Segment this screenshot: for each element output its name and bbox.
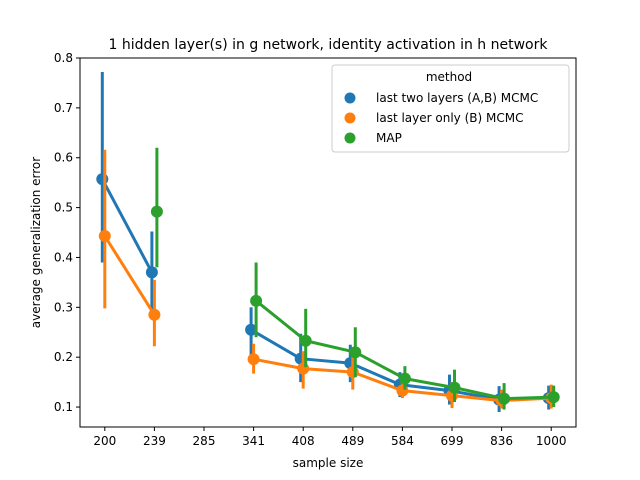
x-tick-label: 285 [193,434,216,448]
legend-label: last two layers (A,B) MCMC [376,91,538,105]
y-tick-label: 0.5 [54,201,73,215]
data-point [250,294,263,307]
data-point [96,173,109,186]
data-point [299,334,312,347]
data-point [498,392,511,405]
data-point [145,266,158,279]
data-point [148,308,161,321]
legend: method last two layers (A,B) MCMC last la… [331,64,570,153]
chart-title: 1 hidden layer(s) in g network, identity… [109,37,549,53]
data-point [247,353,260,366]
series-line [100,178,154,274]
data-point [98,230,111,243]
legend-marker [344,112,356,124]
x-tick-label: 489 [341,434,364,448]
data-point [448,381,461,394]
legend-label: last layer only (B) MCMC [376,111,523,125]
legend-entries: last two layers (A,B) MCMC last layer onl… [344,91,538,145]
legend-title: method [426,70,472,84]
y-tick-label: 0.6 [54,151,73,165]
series-2 [98,149,558,409]
legend-entry: last layer only (B) MCMC [344,111,523,125]
series-line [103,235,156,316]
legend-frame [331,64,570,153]
y-tick-label: 0.8 [54,51,73,65]
legend-label: MAP [376,131,402,145]
data-point [245,323,258,336]
legend-entry: MAP [344,131,402,145]
y-axis-label: average generalization error [29,157,43,328]
x-tick-label: 239 [143,434,166,448]
x-tick-label: 836 [490,434,513,448]
y-tick-label: 0.2 [54,350,73,364]
x-tick-label: 341 [242,434,265,448]
y-tick-label: 0.4 [54,250,73,264]
data-point [297,362,310,375]
data-point [398,372,411,385]
plot-frame [79,57,577,428]
data-point [396,384,409,397]
x-tick-label: 408 [292,434,315,448]
y-tick-label: 0.3 [54,300,73,314]
legend-marker [344,132,356,144]
series-3 [150,147,560,410]
x-tick-label: 200 [93,434,116,448]
y-tick-label: 0.1 [54,400,73,414]
x-axis-label: sample size [293,456,364,470]
plot-marks [96,71,560,413]
x-tick-label: 699 [441,434,464,448]
axis-ticks: 200 239 285 341 408 489 584 699 836 1000 0.1 0.2 0.3… [54,51,567,448]
x-tick-label: 1000 [536,434,567,448]
legend-marker [344,92,356,104]
legend-entry: last two layers (A,B) MCMC [344,91,538,105]
x-tick-label: 584 [391,434,414,448]
data-point [346,366,359,379]
data-point [547,391,560,404]
y-tick-label: 0.7 [54,101,73,115]
data-point [349,346,362,359]
data-point [150,205,163,218]
